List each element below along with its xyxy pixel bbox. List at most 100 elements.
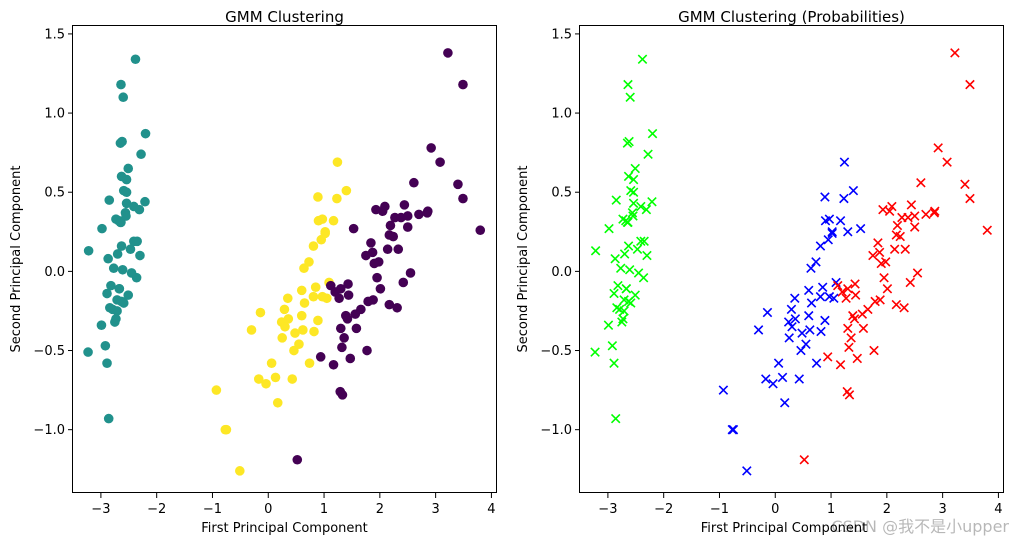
data-point	[375, 283, 386, 294]
data-point	[106, 280, 116, 291]
data-point	[615, 263, 626, 273]
data-point	[304, 257, 314, 267]
data-point	[633, 268, 644, 278]
data-point	[310, 282, 321, 293]
data-point	[619, 306, 629, 316]
data-point	[426, 143, 436, 153]
plot-frame	[72, 25, 497, 493]
data-point	[322, 293, 332, 304]
data-point	[118, 298, 129, 308]
data-point	[868, 250, 878, 261]
data-point	[435, 157, 445, 167]
data-point	[121, 198, 132, 209]
x-axis-label: First Principal Component	[201, 521, 368, 536]
data-point	[83, 245, 94, 256]
data-point	[332, 193, 342, 204]
data-point	[882, 284, 893, 294]
data-point	[873, 238, 883, 248]
data-point	[855, 223, 866, 234]
data-point	[892, 220, 903, 231]
data-point	[636, 201, 646, 212]
data-point	[942, 157, 952, 167]
data-point	[607, 341, 618, 351]
data-point	[116, 241, 127, 251]
data-point	[612, 303, 622, 313]
plot-frame	[579, 25, 1004, 493]
data-point	[837, 287, 847, 297]
data-point	[718, 385, 729, 395]
y-tick-label: 1.5	[44, 27, 65, 42]
data-point	[630, 163, 640, 174]
data-point	[850, 290, 861, 300]
series-cluster-red	[799, 48, 993, 465]
data-point	[899, 303, 909, 313]
x-tick-label: 4	[487, 502, 495, 517]
data-point	[623, 171, 634, 182]
data-point	[852, 353, 863, 364]
gmm-clustering-panel: GMM Clustering −3 −2 −1 0 1 2 3 4 −1.0 −0.5 0.0 0.…	[9, 8, 497, 536]
data-point	[115, 138, 126, 148]
data-point	[112, 306, 122, 316]
data-point	[960, 179, 970, 190]
data-point	[950, 48, 960, 58]
data-point	[294, 339, 304, 349]
series-cluster-purple	[292, 48, 486, 465]
data-point	[266, 358, 277, 368]
data-point	[342, 314, 353, 324]
data-point	[623, 79, 633, 90]
data-point	[362, 345, 372, 356]
data-point	[363, 296, 373, 307]
data-point	[835, 215, 846, 226]
data-point	[619, 249, 630, 259]
data-point	[422, 208, 433, 218]
data-point	[220, 424, 231, 435]
data-point	[253, 374, 264, 384]
y-tick-label: −1.0	[540, 423, 572, 438]
data-point	[805, 325, 815, 335]
data-point	[912, 268, 923, 278]
data-point	[779, 398, 790, 408]
data-point	[849, 314, 860, 324]
data-point	[863, 304, 873, 315]
data-point	[369, 258, 380, 269]
data-point	[366, 238, 376, 248]
data-point	[313, 192, 323, 202]
data-point	[929, 208, 940, 218]
data-point	[246, 325, 257, 335]
data-point	[783, 317, 794, 327]
data-point	[458, 79, 468, 90]
x-tick-label: −1	[203, 502, 222, 517]
data-point	[643, 149, 653, 159]
data-point	[773, 358, 784, 368]
y-tick-label: 0.0	[551, 265, 572, 280]
data-point	[777, 372, 788, 383]
data-point	[211, 385, 222, 395]
y-axis-label: Second Principal Component	[516, 166, 531, 353]
x-axis-ticks: −3 −2 −1 0 1 2 3 4	[91, 493, 496, 517]
data-point	[393, 244, 404, 255]
x-tick-label: 4	[994, 502, 1002, 517]
data-point	[839, 193, 849, 204]
data-point	[843, 227, 853, 237]
data-point	[603, 320, 614, 330]
data-point	[632, 244, 643, 254]
data-point	[103, 413, 114, 424]
data-point	[613, 280, 623, 291]
x-tick-label: 0	[264, 502, 272, 517]
y-tick-label: 1.5	[551, 27, 572, 42]
data-point	[905, 277, 916, 288]
data-point	[132, 236, 142, 247]
y-tick-label: 0.5	[44, 186, 65, 201]
data-point	[341, 185, 352, 196]
data-point	[803, 310, 814, 321]
data-point	[280, 321, 290, 332]
x-axis-ticks: −3 −2 −1 0 1 2 3 4	[598, 493, 1003, 517]
data-point	[298, 325, 308, 335]
data-point	[332, 157, 343, 167]
data-point	[933, 143, 943, 153]
x-tick-label: −1	[710, 502, 729, 517]
series-cluster-green	[590, 54, 658, 424]
data-point	[844, 390, 855, 400]
data-point	[835, 360, 846, 370]
